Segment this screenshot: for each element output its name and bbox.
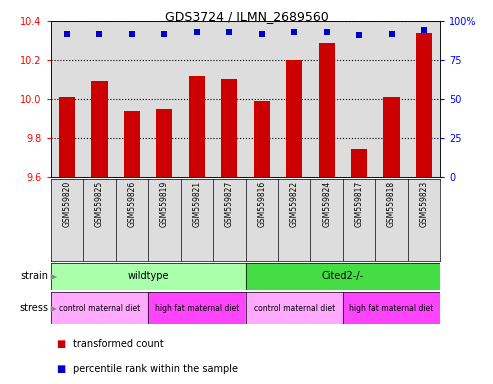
Bar [124, 111, 140, 177]
Text: high fat maternal diet: high fat maternal diet [155, 304, 239, 313]
Text: high fat maternal diet: high fat maternal diet [350, 304, 434, 313]
Text: ■: ■ [56, 364, 65, 374]
Text: GSM559824: GSM559824 [322, 181, 331, 227]
Bar [189, 76, 205, 177]
Bar [59, 97, 75, 177]
Text: GSM559822: GSM559822 [290, 181, 299, 227]
Text: ▶: ▶ [48, 304, 58, 313]
Bar [416, 33, 432, 177]
Text: GSM559819: GSM559819 [160, 181, 169, 227]
Bar [253, 101, 270, 177]
Text: stress: stress [19, 303, 48, 313]
Bar [384, 97, 400, 177]
Text: Cited2-/-: Cited2-/- [322, 271, 364, 281]
Text: GSM559821: GSM559821 [192, 181, 201, 227]
Bar [246, 292, 343, 324]
Text: ■: ■ [56, 339, 65, 349]
Bar [51, 292, 148, 324]
Bar [351, 149, 367, 177]
Text: transformed count: transformed count [73, 339, 164, 349]
Bar [286, 60, 302, 177]
Text: GSM559818: GSM559818 [387, 181, 396, 227]
Text: wildtype: wildtype [127, 271, 169, 281]
Bar [221, 79, 238, 177]
Bar [318, 43, 335, 177]
Bar [91, 81, 107, 177]
Text: GSM559825: GSM559825 [95, 181, 104, 227]
Bar [156, 109, 173, 177]
Text: GSM559817: GSM559817 [354, 181, 364, 227]
Bar [51, 263, 246, 290]
Text: control maternal diet: control maternal diet [253, 304, 335, 313]
Text: GSM559826: GSM559826 [127, 181, 137, 227]
Bar [148, 292, 246, 324]
Text: GSM559820: GSM559820 [63, 181, 71, 227]
Text: GSM559827: GSM559827 [225, 181, 234, 227]
Text: GSM559823: GSM559823 [420, 181, 428, 227]
Text: ▶: ▶ [48, 272, 58, 281]
Text: GSM559816: GSM559816 [257, 181, 266, 227]
Text: strain: strain [20, 271, 48, 281]
Text: percentile rank within the sample: percentile rank within the sample [73, 364, 238, 374]
Bar [343, 292, 440, 324]
Text: GDS3724 / ILMN_2689560: GDS3724 / ILMN_2689560 [165, 10, 328, 23]
Bar [246, 263, 440, 290]
Text: control maternal diet: control maternal diet [59, 304, 140, 313]
